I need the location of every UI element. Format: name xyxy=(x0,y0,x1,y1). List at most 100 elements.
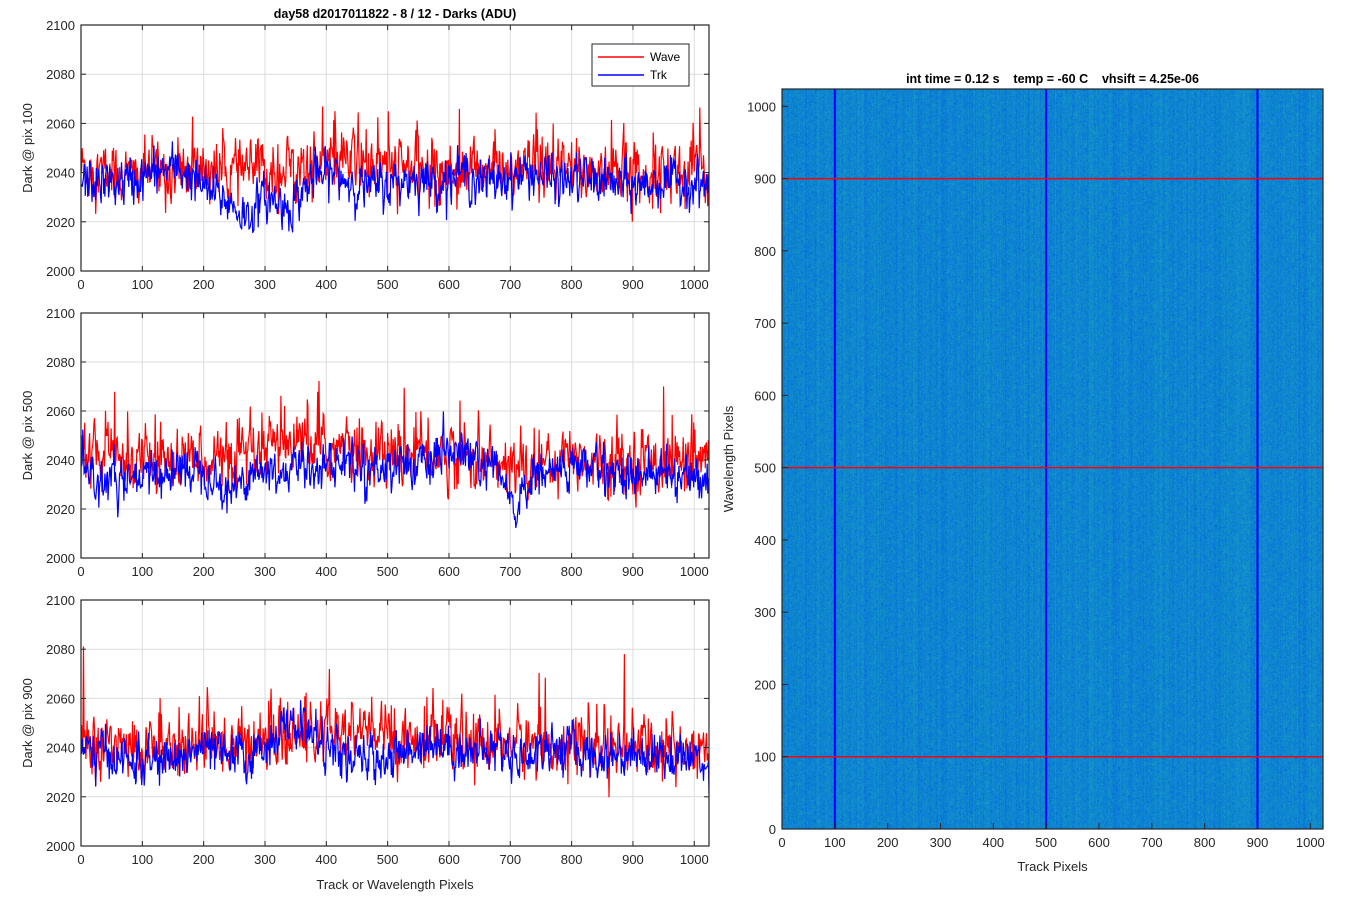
heatmap-dark-frame: 0 100 200 300 400 500 600 700 800 900 1000 0 100 200 3… xyxy=(721,72,1325,874)
legend-label-trk: Trk xyxy=(650,68,668,82)
y-tick-label: 0 xyxy=(769,822,776,837)
y-tick-label: 2100 xyxy=(46,593,75,608)
x-tick-label: 700 xyxy=(499,852,521,867)
y-tick-label: 2060 xyxy=(46,116,75,131)
y-tick-label: 100 xyxy=(754,750,776,765)
chart-title: day58 d2017011822 - 8 / 12 - Darks (ADU) xyxy=(274,7,517,21)
axes-frame xyxy=(80,599,710,847)
y-tick-label: 800 xyxy=(754,244,776,259)
plot-dark-pix-500: 0 100 200 300 400 500 600 700 800 900 1000 2000 2020… xyxy=(20,306,710,579)
x-tick-label: 100 xyxy=(131,277,153,292)
series-line-trk xyxy=(81,411,709,529)
x-tick-label: 100 xyxy=(131,564,153,579)
legend-box xyxy=(591,43,690,87)
x-tick-label: 300 xyxy=(930,835,952,850)
axes-frame xyxy=(781,88,1324,830)
x-tick-label: 500 xyxy=(377,564,399,579)
x-tick-label: 800 xyxy=(561,564,583,579)
x-tick-label: 400 xyxy=(315,564,337,579)
x-tick-label: 1000 xyxy=(680,277,709,292)
x-tick-label: 800 xyxy=(561,277,583,292)
plot-area xyxy=(81,313,709,558)
x-tick-label: 300 xyxy=(254,564,276,579)
x-tick-label: 0 xyxy=(77,277,84,292)
x-tick-label: 700 xyxy=(1141,835,1163,850)
x-tick-label: 200 xyxy=(193,277,215,292)
y-tick-label: 900 xyxy=(754,172,776,187)
x-tick-label: 700 xyxy=(499,277,521,292)
x-tick-label: 800 xyxy=(1194,835,1216,850)
y-axis-label: Dark @ pix 100 xyxy=(20,103,35,193)
x-tick-label: 1000 xyxy=(680,852,709,867)
y-tick-label: 200 xyxy=(754,677,776,692)
x-tick-label: 100 xyxy=(131,852,153,867)
x-tick-label: 600 xyxy=(1088,835,1110,850)
y-tick-label: 2020 xyxy=(46,790,75,805)
x-tick-label: 500 xyxy=(1035,835,1057,850)
legend-label-wave: Wave xyxy=(650,50,681,64)
y-tick-label: 2040 xyxy=(46,741,75,756)
y-tick-label: 2100 xyxy=(46,18,75,33)
series-line-trk xyxy=(81,141,709,234)
x-tick-label: 300 xyxy=(254,277,276,292)
legend: Wave Trk xyxy=(591,43,690,87)
x-tick-label: 300 xyxy=(254,852,276,867)
x-tick-label: 400 xyxy=(315,852,337,867)
series-line-wave xyxy=(81,646,709,798)
x-tick-label: 200 xyxy=(877,835,899,850)
y-tick-label: 2100 xyxy=(46,306,75,321)
y-tick-label: 2060 xyxy=(46,404,75,419)
x-tick-label: 900 xyxy=(622,277,644,292)
y-tick-label: 500 xyxy=(754,461,776,476)
y-axis-label: Dark @ pix 900 xyxy=(20,678,35,768)
x-tick-label: 900 xyxy=(622,564,644,579)
chart-title: int time = 0.12 s temp = -60 C vhsift = … xyxy=(906,72,1199,86)
axes-frame xyxy=(80,24,710,272)
y-tick-label: 2060 xyxy=(46,691,75,706)
plot-dark-pix-900: 0 100 200 300 400 500 600 700 800 900 1000 2000 2020… xyxy=(20,593,710,892)
y-tick-label: 2000 xyxy=(46,551,75,566)
x-tick-label: 1000 xyxy=(680,564,709,579)
y-axis-label: Dark @ pix 500 xyxy=(20,391,35,481)
y-tick-label: 2020 xyxy=(46,502,75,517)
x-tick-label: 400 xyxy=(315,277,337,292)
series-line-trk xyxy=(81,700,709,794)
x-tick-label: 700 xyxy=(499,564,521,579)
x-tick-label: 600 xyxy=(438,277,460,292)
y-tick-label: 2000 xyxy=(46,839,75,854)
x-tick-label: 900 xyxy=(622,852,644,867)
y-tick-label: 2040 xyxy=(46,453,75,468)
y-tick-label: 1000 xyxy=(747,99,776,114)
x-tick-label: 600 xyxy=(438,564,460,579)
y-tick-label: 600 xyxy=(754,388,776,403)
y-tick-label: 2080 xyxy=(46,355,75,370)
x-tick-label: 0 xyxy=(77,852,84,867)
plot-dark-pix-100: 0 100 200 300 400 500 600 700 800 900 1000 2000 2020… xyxy=(20,7,710,292)
x-tick-label: 600 xyxy=(438,852,460,867)
y-tick-label: 400 xyxy=(754,533,776,548)
x-tick-label: 1000 xyxy=(1296,835,1325,850)
y-axis-label: Wavelength Pixels xyxy=(721,405,736,512)
x-tick-label: 500 xyxy=(377,277,399,292)
x-tick-label: 200 xyxy=(193,852,215,867)
x-tick-label: 0 xyxy=(77,564,84,579)
y-tick-label: 300 xyxy=(754,605,776,620)
heatmap-image xyxy=(782,89,1323,829)
y-tick-label: 700 xyxy=(754,316,776,331)
x-tick-label: 900 xyxy=(1247,835,1269,850)
axes-frame xyxy=(80,312,710,559)
x-axis-label: Track or Wavelength Pixels xyxy=(316,877,474,892)
x-tick-label: 100 xyxy=(824,835,846,850)
x-tick-label: 400 xyxy=(982,835,1004,850)
x-tick-label: 200 xyxy=(193,564,215,579)
y-tick-label: 2080 xyxy=(46,67,75,82)
y-tick-label: 2080 xyxy=(46,642,75,657)
y-tick-label: 2020 xyxy=(46,215,75,230)
x-tick-label: 0 xyxy=(778,835,785,850)
y-tick-label: 2000 xyxy=(46,264,75,279)
y-tick-label: 2040 xyxy=(46,166,75,181)
x-tick-label: 500 xyxy=(377,852,399,867)
x-axis-label: Track Pixels xyxy=(1017,859,1088,874)
x-tick-label: 800 xyxy=(561,852,583,867)
